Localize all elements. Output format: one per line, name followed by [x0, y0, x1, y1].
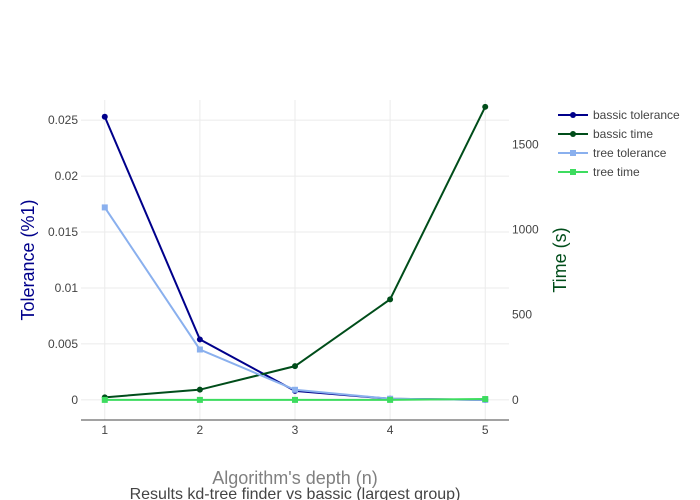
tree-tolerance-point [292, 386, 298, 393]
legend-swatch-marker [570, 131, 576, 137]
x-tick-label: 3 [292, 423, 299, 437]
bassic-tolerance-point [196, 336, 203, 343]
bassic-tolerance-point [101, 113, 108, 120]
x-tick-label: 5 [482, 423, 489, 437]
grid-layer [81, 100, 509, 420]
y-tick-label: 0.02 [55, 169, 79, 183]
chart-title: Results kd-tree finder vs bassic (larges… [130, 486, 461, 500]
x-tick-label: 4 [387, 423, 394, 437]
tree-time-point [196, 396, 203, 403]
bassic-time-point [196, 386, 203, 393]
legend-swatch-marker [570, 169, 576, 175]
bassic-time-point [387, 296, 394, 303]
tree-time-point [482, 396, 489, 403]
tick-layer: 1 2 3 4 5 0 0.005 0.01 0.015 0.02 0.025 0 500 1000 150… [48, 113, 539, 437]
tree-time-point [387, 396, 394, 403]
legend-label: bassic tolerance [593, 108, 680, 122]
secondary-y-tick-label: 1500 [512, 137, 539, 151]
y-tick-label: 0.005 [48, 337, 78, 351]
legend-label: tree time [593, 165, 640, 179]
tree-time-point [101, 396, 108, 403]
x-axis-title: Algorithm's depth (n) [212, 468, 378, 488]
secondary-y-axis-title: Time (s) [550, 227, 570, 292]
bassic-time-point [482, 103, 489, 110]
tree-tolerance-point [196, 346, 203, 353]
secondary-y-tick-label: 1000 [512, 222, 539, 236]
secondary-y-tick-label: 0 [512, 393, 519, 407]
y-tick-label: 0.025 [48, 113, 78, 127]
y-tick-label: 0 [71, 393, 78, 407]
legend-label: bassic time [593, 127, 653, 141]
legend-swatch-marker [570, 150, 576, 156]
tree-tolerance-point [101, 204, 108, 211]
y-tick-label: 0.015 [48, 225, 78, 239]
legend-swatch-marker [570, 112, 576, 118]
y-tick-label: 0.01 [55, 281, 79, 295]
x-tick-label: 2 [197, 423, 204, 437]
x-tick-label: 1 [101, 423, 108, 437]
bassic-time-point [292, 363, 298, 370]
tree-time-point [292, 396, 298, 403]
secondary-y-tick-label: 500 [512, 308, 532, 322]
y-axis-title: Tolerance (%1) [18, 199, 38, 320]
legend: bassic tolerance bassic time tree toleranc… [558, 108, 680, 179]
series-layer [101, 103, 489, 403]
legend-label: tree tolerance [593, 146, 667, 160]
